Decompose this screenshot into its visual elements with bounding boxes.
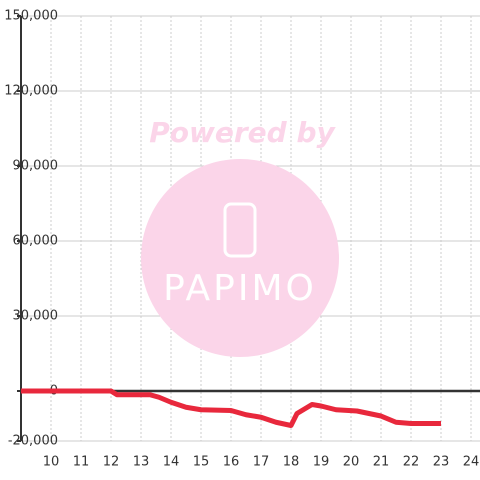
x-tick-label: 20 bbox=[343, 455, 360, 470]
x-tick-label: 19 bbox=[313, 455, 330, 470]
y-tick-label: 60,000 bbox=[13, 234, 59, 249]
x-tick-label: 21 bbox=[373, 455, 390, 470]
watermark-icon bbox=[223, 202, 257, 258]
x-tick-label: 24 bbox=[463, 455, 480, 470]
x-tick-label: 18 bbox=[283, 455, 300, 470]
watermark-logo: PAPIMO bbox=[163, 268, 317, 309]
y-tick-label: 30,000 bbox=[13, 309, 59, 324]
watermark-title: Powered by bbox=[149, 116, 336, 149]
x-tick-label: 10 bbox=[43, 455, 60, 470]
data-line bbox=[21, 388, 441, 428]
x-tick-label: 16 bbox=[223, 455, 240, 470]
x-tick-label: 12 bbox=[103, 455, 120, 470]
x-tick-label: 11 bbox=[73, 455, 90, 470]
y-tick-label: 150,000 bbox=[4, 9, 58, 24]
watermark-circle bbox=[141, 159, 339, 357]
x-tick-label: 14 bbox=[163, 455, 180, 470]
y-tick-label: 90,000 bbox=[13, 159, 59, 174]
y-tick-label: 120,000 bbox=[4, 84, 58, 99]
x-tick-label: 15 bbox=[193, 455, 210, 470]
x-tick-label: 22 bbox=[403, 455, 420, 470]
x-tick-label: 13 bbox=[133, 455, 150, 470]
x-tick-label: 17 bbox=[253, 455, 270, 470]
x-tick-label: 23 bbox=[433, 455, 450, 470]
y-tick-label: -20,000 bbox=[8, 434, 58, 449]
